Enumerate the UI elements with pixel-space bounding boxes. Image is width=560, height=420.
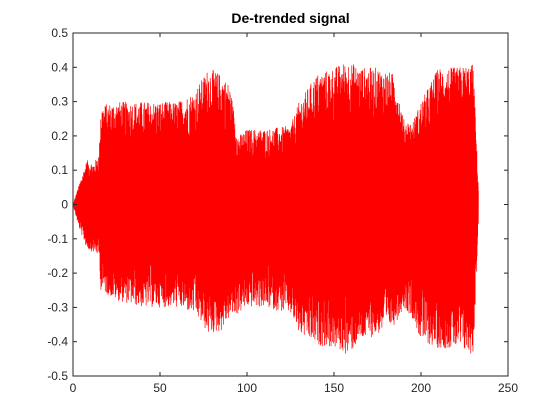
y-tick-label: 0.2 xyxy=(51,129,68,143)
axes-layer: 0 50 100 150 200 250 -0.5 -0.4 -0.3 -0.2 -0.1 0 0.1 0… xyxy=(47,26,518,395)
series-layer xyxy=(72,64,479,354)
y-tick-label: -0.1 xyxy=(47,232,68,246)
chart-title: De-trended signal xyxy=(231,10,349,26)
x-tick-label: 150 xyxy=(324,381,344,395)
y-tick-label: -0.3 xyxy=(47,300,68,314)
x-tick-label: 200 xyxy=(411,381,431,395)
y-tick-label: 0.3 xyxy=(51,95,68,109)
x-tick-label: 250 xyxy=(498,381,518,395)
x-tick-label: 0 xyxy=(70,381,77,395)
y-tick-label: -0.4 xyxy=(47,335,68,349)
y-tick-label: 0 xyxy=(61,198,68,212)
series-line xyxy=(72,64,479,354)
y-tick-label: 0.4 xyxy=(51,60,68,74)
x-tick-label: 50 xyxy=(153,381,167,395)
y-tick-label: 0.5 xyxy=(51,26,68,40)
y-tick-label: -0.5 xyxy=(47,369,68,383)
x-tick-label: 100 xyxy=(237,381,257,395)
y-tick-label: 0.1 xyxy=(51,163,68,177)
y-tick-label: -0.2 xyxy=(47,266,68,280)
